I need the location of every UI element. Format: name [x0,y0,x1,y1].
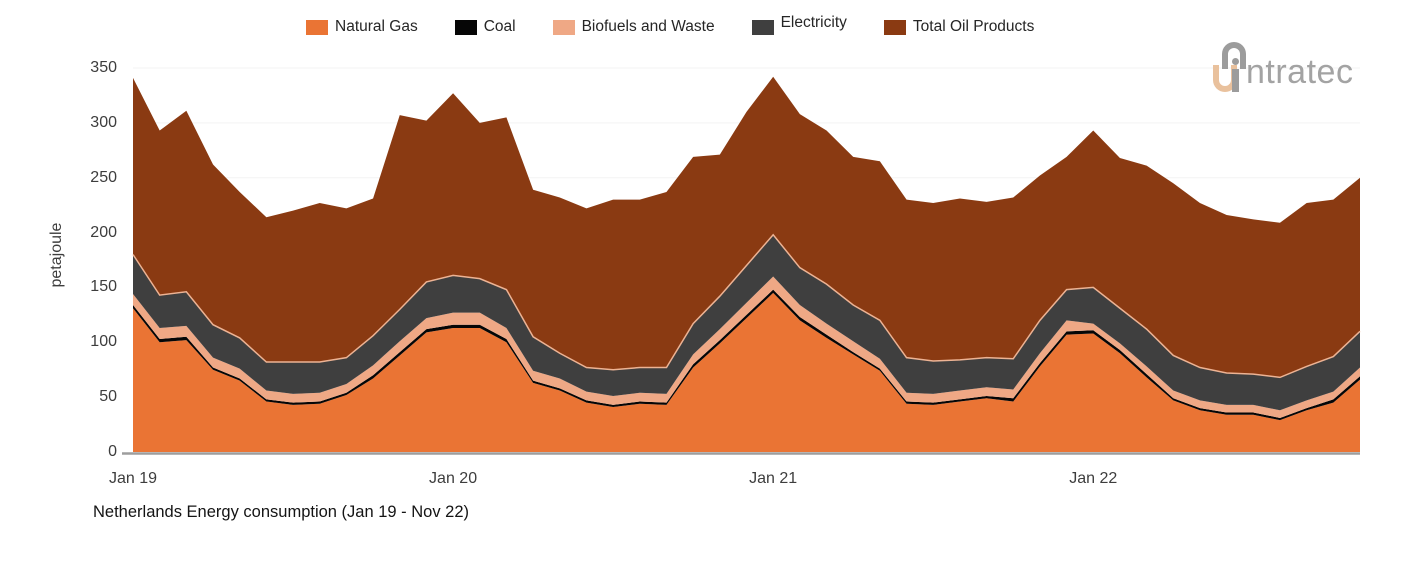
x-tick-label-jan-21: Jan 21 [749,470,798,487]
legend: Natural Gas Coal Biofuels and Waste Electri… [306,14,1035,36]
logo-i-stem [1232,69,1239,92]
logo-i-dot [1232,58,1239,65]
legend-item-total-oil-products: Total Oil Products [883,18,1035,36]
electricity-top-edge [132,233,1361,379]
legend-swatch-total-oil-products [883,19,906,35]
y-tick-label-0: 0 [108,443,117,460]
x-tick-label-jan-22: Jan 22 [1069,470,1118,487]
legend-item-biofuels-and-waste: Biofuels and Waste [552,18,715,36]
legend-swatch-coal [454,19,477,35]
y-tick-label-50: 50 [99,388,117,406]
area-coal [133,289,1360,421]
y-tick-label-100: 100 [90,333,117,351]
intratec-logo: ntratec [1212,38,1372,98]
legend-label-electricity: Electricity [780,14,847,31]
logo-top-hook-shape [1222,42,1246,69]
legend-label-total-oil-products: Total Oil Products [912,18,1035,35]
legend-item-natural-gas: Natural Gas [306,18,418,36]
y-tick-label-150: 150 [90,278,117,296]
logo-brand-text: ntratec [1246,53,1354,91]
legend-label-coal: Coal [483,18,516,35]
legend-item-coal: Coal [454,18,516,36]
legend-label-biofuels-and-waste: Biofuels and Waste [581,18,715,35]
area-biofuels-and-waste [133,276,1360,418]
x-tick-label-jan-19: Jan 19 [108,470,158,487]
y-tick-label-250: 250 [90,168,117,186]
x-tick-label-jan-20: Jan 20 [429,470,478,487]
legend-item-electricity: Electricity [751,14,847,36]
area-natural-gas [133,292,1360,452]
chart-caption: Netherlands Energy consumption (Jan 19 -… [93,503,470,521]
legend-swatch-natural-gas [306,19,328,35]
y-tick-label-350: 350 [90,59,117,76]
legend-swatch-biofuels-and-waste [552,19,575,35]
legend-swatch-electricity [751,19,774,35]
area-total-oil-products [133,76,1360,378]
legend-label-natural-gas: Natural Gas [335,18,418,35]
y-tick-label-300: 300 [90,113,117,131]
y-tick-label-200: 200 [90,223,117,241]
